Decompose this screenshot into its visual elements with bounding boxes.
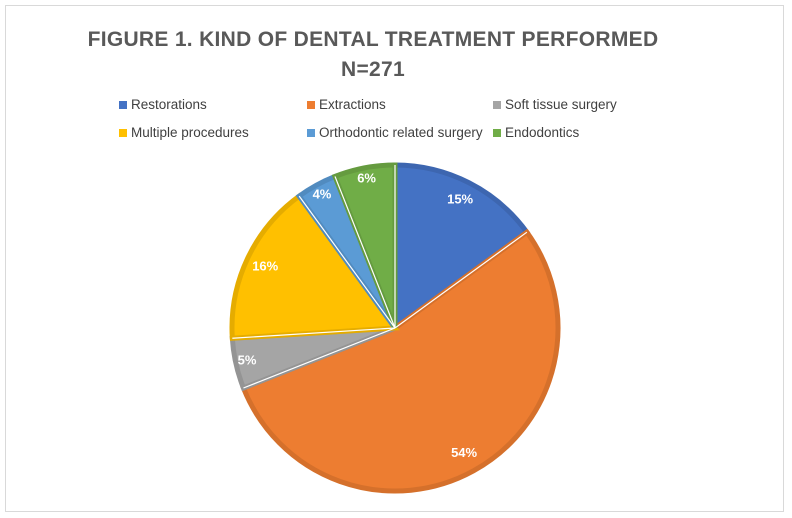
- legend-swatch: [493, 100, 501, 109]
- legend-item: Soft tissue surgery: [493, 97, 617, 112]
- legend-label: Multiple procedures: [131, 125, 249, 140]
- legend-label: Extractions: [319, 97, 386, 112]
- legend-swatch: [307, 100, 315, 109]
- legend-swatch: [307, 128, 315, 137]
- data-label: 6%: [357, 171, 376, 186]
- legend-item: Restorations: [119, 97, 207, 112]
- chart-title: FIGURE 1. KIND OF DENTAL TREATMENT PERFO…: [87, 28, 659, 51]
- slice-separator: [232, 327, 396, 339]
- slice-separator: [243, 327, 396, 389]
- legend-swatch: [119, 128, 127, 137]
- legend-item: Extractions: [307, 97, 386, 112]
- legend-item: Endodontics: [493, 125, 579, 140]
- data-label: 16%: [252, 258, 278, 273]
- legend-label: Soft tissue surgery: [505, 97, 617, 112]
- slice-separator: [334, 176, 396, 329]
- slice-separator: [394, 231, 528, 329]
- legend-item: Multiple procedures: [119, 125, 249, 140]
- pie-slice-restorations: [392, 162, 531, 333]
- chart-frame: [5, 5, 784, 512]
- data-label: 4%: [313, 187, 332, 202]
- pie-slice-extractions: [240, 228, 561, 494]
- legend-label: Orthodontic related surgery: [319, 125, 483, 140]
- legend-label: Endodontics: [505, 125, 580, 140]
- legend-label: Restorations: [131, 97, 207, 112]
- data-label: 15%: [447, 192, 473, 207]
- legend-swatch: [493, 128, 501, 137]
- chart-subtitle: N=271: [341, 58, 405, 81]
- legend-item: Orthodontic related surgery: [307, 125, 483, 140]
- data-label: 54%: [451, 445, 477, 460]
- pie-slice-multiple-procedures: [229, 192, 400, 341]
- data-label: 5%: [238, 353, 257, 368]
- legend-swatch: [119, 100, 127, 109]
- slice-separator: [298, 195, 396, 329]
